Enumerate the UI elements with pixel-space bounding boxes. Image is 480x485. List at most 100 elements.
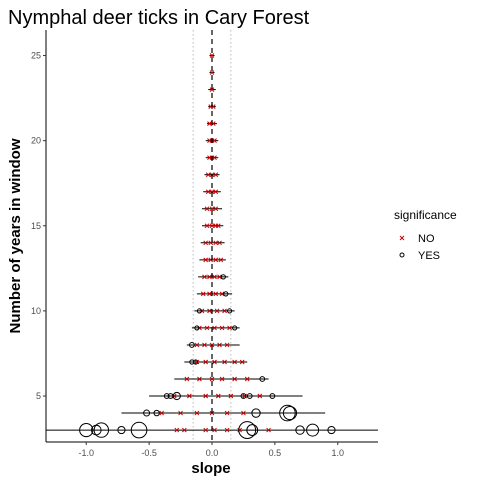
no-point	[217, 342, 222, 348]
no-point	[194, 410, 200, 416]
yes-point	[117, 425, 126, 435]
no-point	[203, 393, 209, 399]
no-point	[212, 138, 217, 144]
yes-point	[306, 423, 320, 437]
no-point	[204, 206, 210, 212]
legend-label: NO	[418, 233, 435, 245]
window-row	[208, 87, 216, 92]
no-point	[207, 308, 212, 314]
y-ticks: 5 10 15 20 25	[31, 51, 46, 401]
yes-point	[172, 391, 181, 401]
no-point	[207, 291, 212, 297]
no-point	[266, 427, 271, 433]
no-point	[224, 410, 230, 416]
yes-point	[240, 393, 247, 399]
no-point	[184, 376, 190, 382]
yes-point	[143, 409, 151, 417]
no-point	[212, 155, 217, 161]
no-point	[239, 359, 245, 365]
window-row	[149, 391, 303, 401]
window-row	[194, 308, 235, 314]
legend-entry-no: NO	[399, 233, 435, 245]
no-point	[213, 172, 219, 178]
no-point	[215, 393, 221, 399]
x-tick-label: 1.0	[331, 448, 344, 458]
window-row	[201, 223, 224, 229]
no-point	[213, 257, 219, 263]
yes-point	[188, 342, 195, 348]
legend: significance NO YES	[394, 208, 457, 262]
yes-point	[295, 425, 305, 435]
no-point	[241, 410, 246, 416]
no-point	[209, 70, 215, 75]
no-point	[181, 427, 187, 433]
no-point	[209, 342, 215, 348]
window-row	[121, 404, 326, 422]
no-point	[219, 291, 225, 297]
yes-point	[194, 325, 200, 331]
x-axis-label: slope	[191, 460, 230, 477]
no-point	[215, 223, 221, 229]
no-point	[209, 223, 215, 229]
no-point	[212, 359, 217, 365]
yes-point	[93, 422, 110, 438]
no-point	[209, 410, 215, 416]
window-row	[198, 274, 229, 280]
window-row	[203, 189, 221, 195]
no-point	[159, 410, 165, 416]
no-point	[174, 427, 180, 433]
yes-point	[196, 308, 203, 314]
yes-point	[220, 274, 226, 280]
window-row	[205, 155, 219, 161]
window-row	[200, 240, 225, 246]
no-point	[209, 189, 215, 195]
no-point	[224, 342, 230, 348]
no-point	[194, 342, 200, 348]
no-point	[203, 240, 209, 246]
no-point	[194, 359, 200, 365]
yes-point	[79, 422, 94, 438]
no-point	[244, 376, 250, 382]
window-row	[184, 359, 248, 365]
yes-point	[246, 424, 259, 436]
y-tick-label: 15	[31, 221, 41, 231]
no-point	[212, 325, 217, 331]
window-row	[196, 291, 233, 297]
yes-point	[163, 393, 170, 399]
no-point	[204, 223, 210, 229]
no-point	[213, 189, 219, 195]
legend-entry-yes: YES	[399, 250, 440, 262]
no-point	[178, 410, 183, 416]
no-point	[209, 53, 215, 58]
x-tick-label: -0.5	[141, 448, 157, 458]
window-row	[201, 206, 223, 212]
legend-entries: NO YES	[399, 233, 440, 262]
no-point	[219, 376, 225, 382]
y-tick-label: 25	[31, 51, 41, 61]
y-tick-label: 5	[36, 391, 41, 401]
no-point	[207, 121, 212, 126]
yes-point	[282, 405, 298, 421]
window-row	[174, 376, 269, 382]
no-point	[205, 189, 211, 195]
yes-point	[227, 308, 233, 314]
no-point	[209, 206, 215, 212]
no-point	[237, 427, 243, 433]
x-ticks: -1.0 -0.5 0.0 0.5 1.0	[78, 442, 344, 458]
y-axis-label: Number of years in window	[7, 138, 24, 333]
no-point	[227, 325, 232, 331]
no-point	[203, 427, 209, 433]
plot-area	[46, 30, 378, 442]
yes-point	[327, 425, 336, 435]
no-point	[213, 206, 219, 212]
yes-point	[251, 408, 261, 418]
yes-point	[238, 421, 257, 439]
x-tick-label: 0.0	[206, 448, 219, 458]
y-tick-label: 20	[31, 136, 41, 146]
window-row	[191, 325, 240, 331]
yes-point	[232, 325, 238, 331]
no-point	[213, 240, 219, 246]
no-point	[219, 325, 225, 331]
